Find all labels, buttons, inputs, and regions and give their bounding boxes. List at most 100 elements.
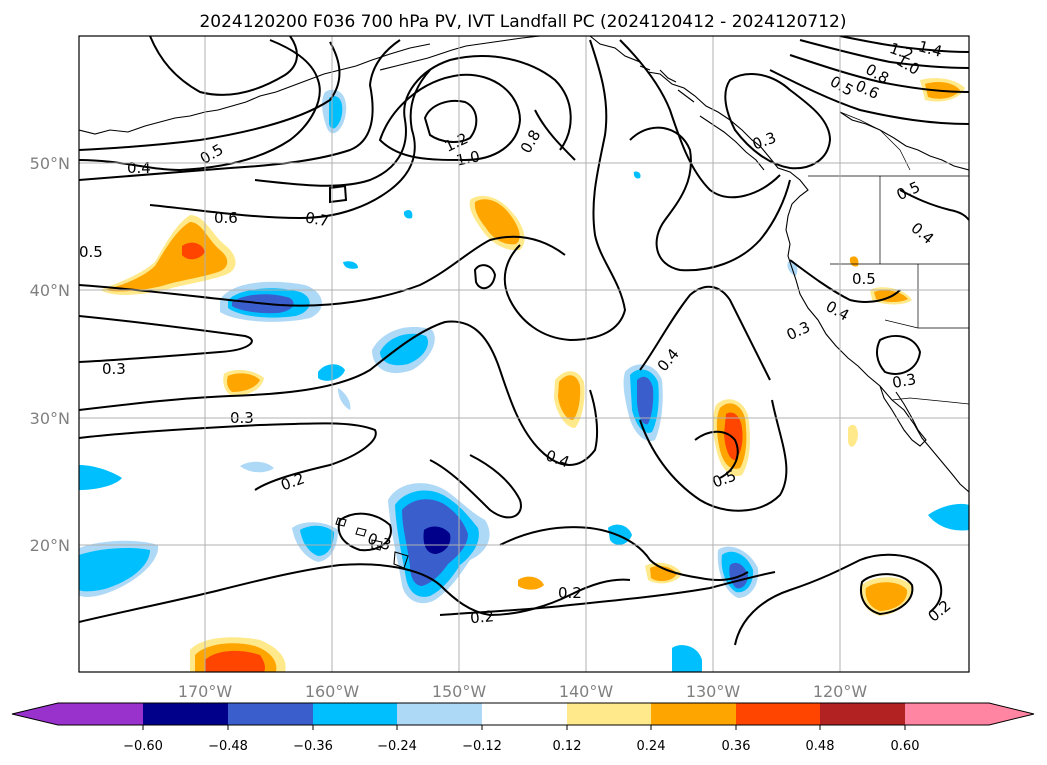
latitude-labels: 50°N 40°N 30°N 20°N <box>30 154 70 555</box>
negative-anomaly-shading <box>79 89 969 672</box>
shade-neg-west-edge-core <box>79 547 150 592</box>
contour-large-east <box>503 39 627 342</box>
colorbar-segment <box>736 703 820 725</box>
contour-ne-tight-3 <box>769 69 969 125</box>
contour-0.2-se <box>860 573 914 616</box>
contour-label: 0.3 <box>102 360 126 378</box>
border-states-1 <box>830 176 969 329</box>
colorbar-segment <box>905 703 989 725</box>
contour-label: 0.5 <box>79 243 103 261</box>
contour-label: 0.7 <box>304 208 331 230</box>
contour-label: 0.2 <box>469 607 494 627</box>
contour-east-1 <box>724 73 832 170</box>
contour-0.2-south <box>79 563 631 623</box>
contour-0.2 <box>79 422 377 491</box>
contour-label: 0.4 <box>127 159 151 177</box>
lat-label: 50°N <box>30 154 70 173</box>
lat-label: 30°N <box>30 409 70 428</box>
contour-label: 0.6 <box>214 209 238 227</box>
contour-label: 0.2 <box>558 584 582 602</box>
contour-0.2-east <box>734 553 943 646</box>
colorbar-tick-label: −0.60 <box>123 739 163 754</box>
map-title: 2024120200 F036 700 hPa PV, IVT Landfall… <box>199 12 846 32</box>
lon-label: 130°W <box>686 682 741 701</box>
shade-neg-small-e <box>343 261 358 269</box>
pv-contours <box>79 36 969 646</box>
positive-anomaly-shading <box>100 78 965 672</box>
contour-label: 1.0 <box>454 147 481 170</box>
shade-neg-small-d <box>672 645 702 672</box>
contour-0.5-east <box>694 430 739 479</box>
colorbar-tick-label: 0.36 <box>722 739 751 754</box>
contour-1.0 <box>378 73 522 162</box>
colorbar-tick-label: −0.24 <box>377 739 417 754</box>
contour-ne-tight-2 <box>789 54 969 93</box>
colorbar-tick-label: −0.48 <box>208 739 248 754</box>
colorbar-extend-high <box>989 703 1034 725</box>
shade-pos-small-d <box>848 424 858 447</box>
contour-0.4-north <box>79 39 321 172</box>
colorbar-tick-label: 0.48 <box>806 739 835 754</box>
coast-north-america <box>589 36 969 493</box>
contour-0.3-west <box>79 315 253 363</box>
shade-neg-east-edge <box>928 503 969 531</box>
longitude-labels: 170°W 160°W 150°W 140°W 130°W 120°W <box>178 682 868 701</box>
shade-pos-central-core <box>558 375 581 420</box>
colorbar-tick-label: 0.24 <box>637 739 666 754</box>
colorbar-tick-label: 0.12 <box>553 739 582 754</box>
colorbar-segment <box>820 703 905 725</box>
contour-east-2 <box>619 39 781 199</box>
shade-neg-2 <box>240 461 274 473</box>
contour-label: 0.5 <box>852 270 876 288</box>
map-frame <box>78 35 970 673</box>
contour-label: 0.3 <box>891 370 918 392</box>
shade-pos-small-a-core <box>650 566 677 582</box>
colorbar-segment <box>313 703 397 725</box>
colorbar-tick-labels: −0.60 −0.48 −0.36 −0.24 −0.12 0.12 0.24 … <box>123 739 919 754</box>
colorbar-segment <box>567 703 651 725</box>
contour-0.6 <box>79 39 401 181</box>
contour-0.5-b <box>79 41 341 151</box>
contour-0.5-north <box>149 36 298 96</box>
contour-ne-tight-4 <box>839 36 969 53</box>
shade-neg-east-a-deep <box>637 376 654 425</box>
lon-label: 120°W <box>813 682 868 701</box>
contour-1.2 <box>423 99 478 143</box>
colorbar-segment <box>482 703 567 725</box>
lon-label: 170°W <box>178 682 233 701</box>
colorbar-segment <box>651 703 736 725</box>
colorbar-outline <box>11 702 1035 726</box>
coastlines <box>79 36 969 569</box>
shade-pos-midwest-core <box>227 373 260 392</box>
shade-neg-mid-pacific-core <box>380 333 428 366</box>
colorbar-segment <box>397 703 482 725</box>
coast-alaska-chain <box>79 43 431 135</box>
border-us-mexico <box>891 397 969 405</box>
contour-east-3 <box>629 126 791 272</box>
colorbar-ticks <box>142 725 906 730</box>
colorbar-segment <box>143 703 228 725</box>
contour-0.3-hawaii <box>337 512 392 552</box>
shade-neg-small-g <box>633 171 641 179</box>
contour-0.2-c <box>439 571 776 616</box>
coast-baja <box>879 385 927 447</box>
contour-center-east <box>639 285 771 381</box>
shade-pos-south-east-core <box>865 582 908 611</box>
contour-0.4-us <box>789 259 901 303</box>
contour-0.3-b <box>79 320 599 466</box>
contour-0.7 <box>149 69 431 220</box>
contour-0.3-us <box>876 335 922 375</box>
lat-label: 20°N <box>30 536 70 555</box>
contour-label: 1.4 <box>916 37 944 61</box>
contour-small-b <box>473 264 497 290</box>
colorbar-tick-label: −0.36 <box>293 739 333 754</box>
lat-label: 40°N <box>30 281 70 300</box>
shade-neg-small-f <box>403 210 413 219</box>
contour-east-big <box>639 399 788 512</box>
shade-pos-small-b <box>518 576 544 590</box>
colorbar-segment <box>228 703 313 725</box>
shade-neg-hawaii-deep <box>423 526 451 554</box>
contour-ne-tight-1 <box>799 39 969 69</box>
shade-pos-west-main-red <box>182 242 205 260</box>
lon-label: 160°W <box>305 682 360 701</box>
